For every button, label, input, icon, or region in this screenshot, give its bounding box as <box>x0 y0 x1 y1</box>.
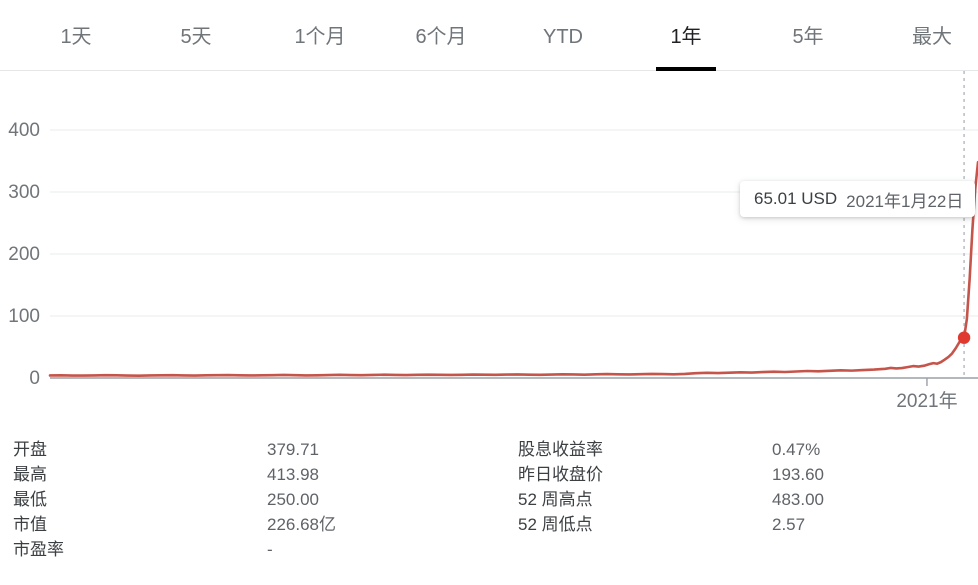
tab-ytd[interactable]: YTD <box>528 22 598 56</box>
stat-label: 市值 <box>13 515 47 534</box>
stat-value: 413.98 <box>267 465 319 484</box>
tab-label: 1天 <box>60 26 92 48</box>
x-axis-tick-label: 2021年 <box>896 390 957 412</box>
highlight-point-marker[interactable] <box>957 331 971 344</box>
price-line-series <box>48 160 978 377</box>
stat-value: 379.71 <box>267 440 319 459</box>
tab-label: 1个月 <box>294 26 346 48</box>
chart-y-axis-labels: 0 100 200 300 400 <box>8 120 40 389</box>
y-axis-tick-label: 0 <box>29 368 40 389</box>
stat-value: 483.00 <box>772 490 824 509</box>
stat-pe-ratio: 市盈率 - <box>13 537 493 562</box>
tab-label: 5年 <box>792 26 824 48</box>
tab-label: 1年 <box>670 26 702 48</box>
active-tab-underline <box>656 67 716 71</box>
tab-1-year[interactable]: 1年 <box>656 22 716 56</box>
tab-5-days[interactable]: 5天 <box>166 22 226 56</box>
tab-label: YTD <box>543 26 583 48</box>
y-axis-tick-label: 400 <box>8 120 40 141</box>
stats-column-left: 开盘 379.71 最高 413.98 最低 250.00 市值 226.68亿市盈率 - <box>13 437 493 562</box>
stat-label: 股息收益率 <box>518 440 603 459</box>
tab-1-month[interactable]: 1个月 <box>281 22 359 56</box>
stat-dividend-yield: 股息收益率 0.47% <box>518 437 978 462</box>
tab-6-months[interactable]: 6个月 <box>402 22 480 56</box>
stat-52w-low: 52 周低点 2.57 <box>518 512 978 537</box>
chart-gridlines <box>50 129 978 379</box>
tooltip-price: 65.01 USD <box>754 189 838 208</box>
tooltip-date: 2021年1月22日 <box>846 191 964 211</box>
stat-prev-close: 昨日收盘价 193.60 <box>518 462 978 487</box>
stat-open: 开盘 379.71 <box>13 437 493 462</box>
stats-column-right: 股息收益率 0.47% 昨日收盘价 193.60 52 周高点 483.00 52 周低点 2… <box>518 437 978 537</box>
tab-label: 5天 <box>180 26 212 48</box>
stat-label: 52 周高点 <box>518 490 593 509</box>
range-tab-bar: 1天 5天 1个月 6个月 YTD 1年 5年 最大 <box>0 0 978 71</box>
stat-label: 52 周低点 <box>518 515 593 534</box>
stat-value: 0.47% <box>772 440 821 459</box>
stat-low: 最低 250.00 <box>13 487 493 512</box>
stat-value: - <box>267 540 273 559</box>
chart-x-axis-labels: 2021年 <box>896 390 957 412</box>
y-axis-tick-label: 200 <box>8 244 40 265</box>
stat-label: 最高 <box>13 465 47 484</box>
price-chart-svg: 0 100 200 300 400 2021年 <box>8 71 978 412</box>
stat-value: 193.60 <box>772 465 824 484</box>
stat-label: 最低 <box>13 490 47 509</box>
y-axis-tick-label: 100 <box>8 306 40 327</box>
price-chart[interactable]: 0 100 200 300 400 2021年 65.01 USD 2021年1月22日 <box>0 71 978 431</box>
stat-value: 2.57 <box>772 515 806 534</box>
tab-label: 最大 <box>912 26 952 48</box>
stat-value: 226.68亿 <box>267 515 336 534</box>
tab-5-years[interactable]: 5年 <box>778 22 838 56</box>
stat-high: 最高 413.98 <box>13 462 493 487</box>
y-axis-tick-label: 300 <box>8 182 40 203</box>
stat-52w-high: 52 周高点 483.00 <box>518 487 978 512</box>
stat-value: 250.00 <box>267 490 319 509</box>
stat-label: 开盘 <box>13 440 47 459</box>
tab-1-day[interactable]: 1天 <box>46 22 106 56</box>
stats-table: 开盘 379.71 最高 413.98 最低 250.00 市值 226.68亿市盈率 - 股息… <box>0 437 978 585</box>
tab-label: 6个月 <box>415 26 467 48</box>
tab-max[interactable]: 最大 <box>898 22 966 56</box>
stat-market-cap: 市值 226.68亿 <box>13 512 493 537</box>
stat-label: 市盈率 <box>13 540 64 559</box>
chart-tooltip: 65.01 USD 2021年1月22日 <box>740 181 976 217</box>
stat-label: 昨日收盘价 <box>518 465 603 484</box>
